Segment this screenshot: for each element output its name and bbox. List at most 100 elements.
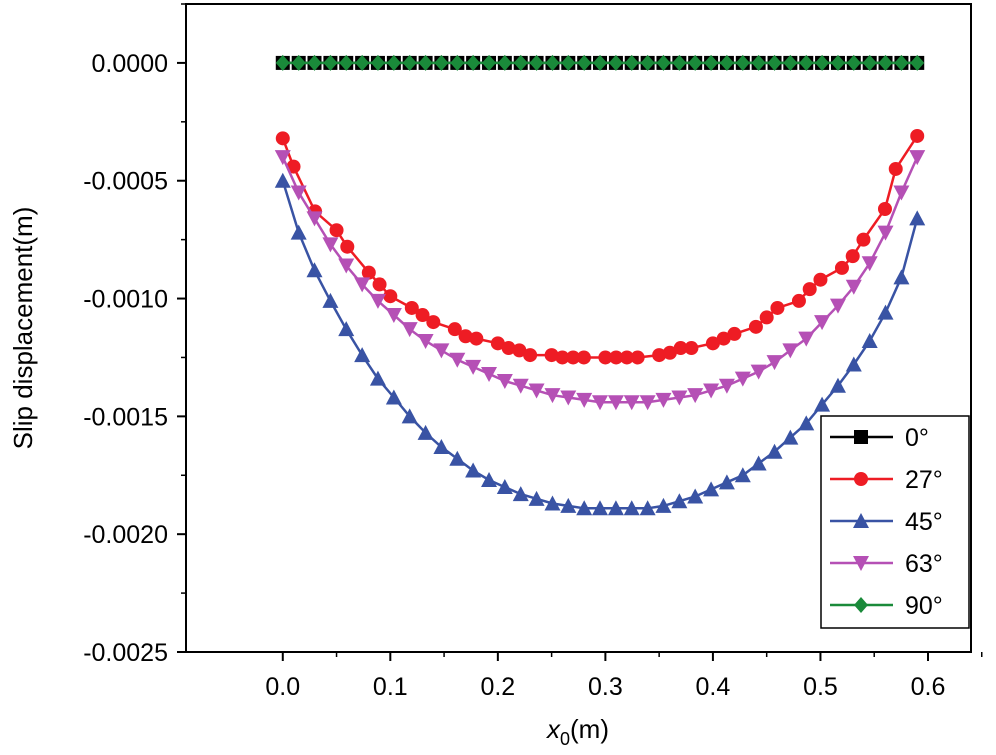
data-point [639, 395, 656, 411]
data-point [339, 54, 354, 71]
data-point [592, 500, 609, 516]
data-point [501, 341, 516, 356]
data-point [449, 450, 466, 466]
data-point [528, 383, 545, 399]
data-point [458, 329, 473, 344]
data-point [688, 54, 703, 71]
data-point [802, 282, 817, 297]
data-point [402, 54, 417, 71]
data-point [770, 300, 785, 315]
data-point [623, 395, 640, 411]
data-point [415, 308, 430, 323]
data-point [306, 211, 323, 227]
data-point [286, 159, 301, 174]
data-point [369, 293, 386, 309]
legend-marker [854, 597, 868, 613]
data-point [766, 355, 783, 371]
data-point [799, 54, 814, 71]
plot-frame [185, 3, 972, 653]
data-point [417, 333, 434, 349]
data-point [877, 225, 894, 241]
legend-label: 63° [905, 550, 943, 578]
data-point [719, 54, 734, 71]
legend-label: 45° [905, 508, 943, 536]
data-point [684, 341, 699, 356]
data-point [481, 366, 498, 382]
data-point [593, 54, 608, 71]
data-point [383, 289, 398, 304]
data-point [861, 256, 878, 272]
data-point [370, 54, 385, 71]
legend: 0° 27° 45° 63° 90° [820, 415, 970, 629]
data-point [290, 185, 307, 201]
data-point [705, 336, 720, 351]
y-tick-label: -0.0015 [83, 403, 168, 431]
data-point [751, 54, 766, 71]
legend-marker [854, 472, 868, 486]
data-point [340, 239, 355, 254]
data-point [433, 343, 450, 359]
data-point [814, 396, 831, 412]
data-point [545, 54, 560, 71]
data-point [734, 467, 751, 483]
data-point [845, 356, 862, 372]
x-tick-label: 0.1 [373, 673, 408, 701]
data-point [576, 350, 591, 365]
data-point [418, 54, 433, 71]
data-point [306, 262, 323, 278]
data-point [577, 54, 592, 71]
data-point [592, 395, 609, 411]
legend-label: 90° [905, 592, 943, 620]
data-point [322, 292, 339, 308]
data-point [465, 359, 482, 375]
series-3 [274, 150, 926, 411]
data-point [813, 272, 828, 287]
y-tick-label: -0.0025 [83, 639, 168, 667]
legend-marker [853, 513, 869, 528]
data-point [656, 54, 671, 71]
data-point [718, 474, 735, 490]
data-point [766, 443, 783, 459]
data-point [404, 300, 419, 315]
y-tick-label: 0.0000 [92, 50, 168, 78]
data-point [385, 389, 402, 405]
data-point [888, 161, 903, 176]
data-point [496, 374, 513, 390]
data-point [662, 345, 677, 360]
data-point [560, 390, 577, 406]
data-point [727, 326, 742, 341]
data-point [655, 392, 672, 408]
data-point [782, 429, 799, 445]
data-point [447, 322, 462, 337]
data-point [910, 54, 925, 71]
data-point [655, 497, 672, 513]
data-point [630, 350, 645, 365]
data-point [687, 488, 704, 504]
data-point [385, 308, 402, 324]
data-point [560, 497, 577, 513]
data-point [401, 408, 418, 424]
legend-label: 0° [905, 424, 929, 452]
data-point [748, 319, 763, 334]
legend-label: 27° [905, 466, 943, 494]
data-point [687, 388, 704, 404]
data-point [652, 348, 667, 363]
data-point [275, 131, 290, 146]
data-point [845, 249, 860, 264]
data-point [830, 54, 845, 71]
data-point [291, 54, 306, 71]
data-point [434, 54, 449, 71]
x-tick-label: 0.5 [803, 673, 838, 701]
data-point [878, 54, 893, 71]
data-point [639, 500, 656, 516]
series-layer [274, 54, 926, 516]
y-axis: 0.0000 -0.0005 -0.0010 -0.0015 -0.0020 -0.002… [83, 3, 186, 667]
legend-marker [854, 430, 868, 444]
data-point [716, 331, 731, 346]
data-point [523, 348, 538, 363]
data-point [355, 54, 370, 71]
data-point [845, 279, 862, 295]
data-point [673, 341, 688, 356]
data-point [275, 54, 290, 71]
data-point [426, 315, 441, 330]
